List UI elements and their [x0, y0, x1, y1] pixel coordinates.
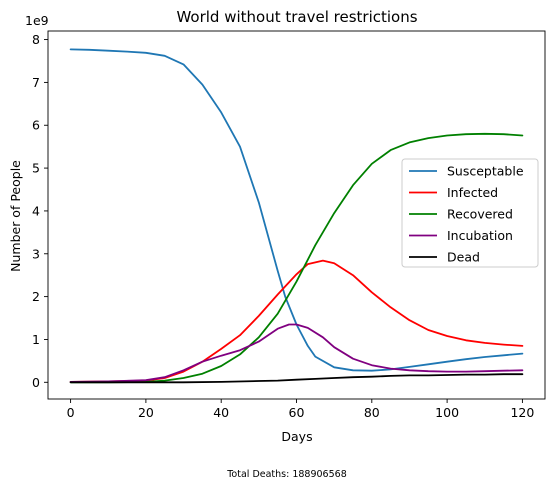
x-tick-label: 0: [67, 405, 75, 420]
y-axis-label: Number of People: [8, 160, 23, 272]
y-tick-label: 2: [32, 289, 40, 304]
total-deaths-footer: Total Deaths: 188906568: [226, 469, 347, 480]
y-tick-label: 7: [32, 75, 40, 90]
x-tick-label: 100: [435, 405, 459, 420]
chart-title: World without travel restrictions: [176, 8, 417, 26]
legend-label-susceptable: Susceptable: [447, 164, 524, 179]
y-offset-label: 1e9: [25, 13, 49, 28]
y-tick-label: 6: [32, 118, 40, 133]
x-tick-label: 40: [213, 405, 229, 420]
legend-label-recovered: Recovered: [447, 207, 513, 222]
legend-label-dead: Dead: [447, 250, 480, 265]
axes-layer: 0 20 40 60 80 100 120 0 1 2 3 4 5 6 7 8: [32, 30, 546, 420]
y-tick-label: 4: [32, 203, 40, 218]
series-line-incubation: [69, 323, 524, 383]
x-tick-label: 120: [510, 405, 534, 420]
series-line-infected: [69, 259, 524, 383]
y-tick-label: 8: [32, 32, 40, 47]
x-tick-label: 80: [364, 405, 380, 420]
y-tick-label: 5: [32, 161, 40, 176]
x-axis-label: Days: [281, 429, 312, 444]
x-tick-label: 60: [289, 405, 305, 420]
y-tick-label: 0: [32, 375, 40, 390]
y-tick-label: 3: [32, 246, 40, 261]
legend: Susceptable Infected Recovered Incubation De…: [401, 158, 539, 268]
legend-label-incubation: Incubation: [447, 228, 513, 243]
y-tick-label: 1: [32, 332, 40, 347]
legend-label-infected: Infected: [447, 185, 498, 200]
legend-box: [401, 158, 539, 268]
series-line-recovered: [69, 132, 524, 384]
x-tick-label: 20: [138, 405, 154, 420]
series-layer: [69, 48, 524, 384]
series-line-dead: [69, 373, 524, 384]
